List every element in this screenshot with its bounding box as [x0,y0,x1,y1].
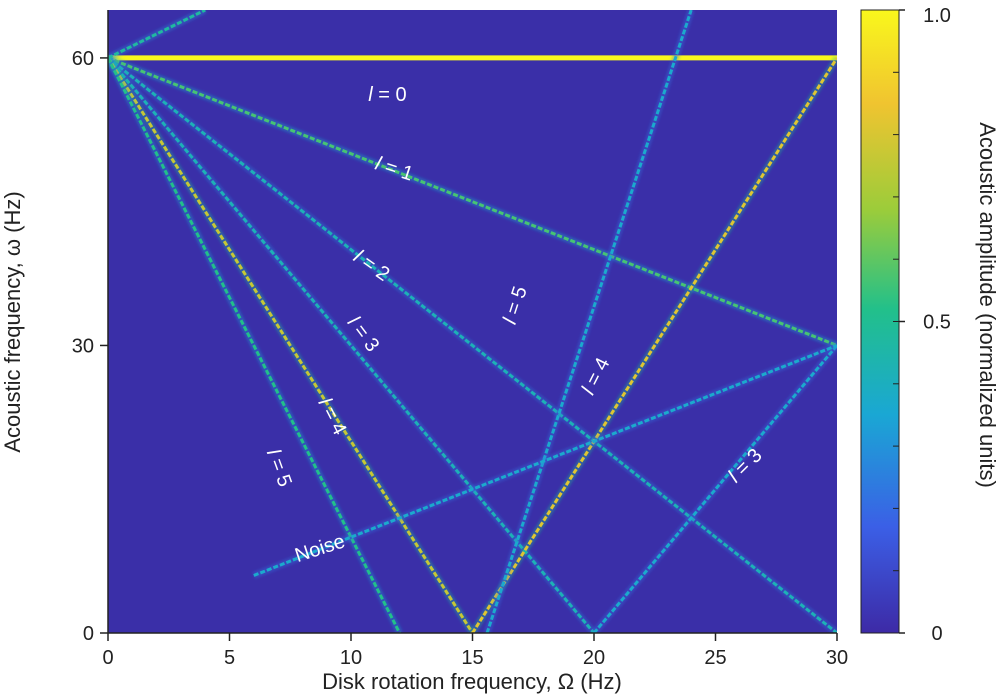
x-tick-label: 15 [461,647,483,669]
y-axis-title: Acoustic frequency, ω (Hz) [0,191,25,452]
spectral-line-10 [108,10,207,62]
colorbar-minor-ticks [893,9,899,634]
annotation-0: l = 0 [368,84,406,106]
annotation-8: l = 3 [724,444,767,487]
spectral-line-9 [252,342,837,579]
spectral-lines [108,10,837,633]
y-tick-label: 60 [72,48,94,70]
spectral-line-4 [108,56,476,633]
colorbar-title: Acoustic amplitude (normalized units) [975,122,1000,488]
colorbar-tick-label: 1.0 [923,5,951,27]
colorbar-ticks: 0 0.5 1.0 [899,5,951,645]
spectral-line-2 [108,55,837,633]
x-tick-label: 0 [102,647,113,669]
spectral-line-1 [108,54,837,349]
plot-background [108,10,837,633]
y-tick-label: 0 [83,623,94,645]
spectral-line-7 [483,10,695,633]
x-axis-title: Disk rotation frequency, Ω (Hz) [322,669,622,694]
colorbar-tick-label: 0 [931,623,942,645]
spectral-line-6 [469,56,837,633]
x-tick-label: 30 [826,647,848,669]
spectral-line-8 [591,343,837,633]
colorbar [860,9,900,634]
y-tick-label: 30 [72,335,94,357]
x-axis-ticks: 0 5 10 15 20 25 30 [102,633,848,669]
x-tick-label: 5 [224,647,235,669]
x-tick-label: 20 [583,647,605,669]
x-tick-label: 25 [704,647,726,669]
x-tick-label: 10 [340,647,362,669]
spectral-line-3 [108,55,597,633]
colorbar-tick-label: 0.5 [923,312,951,334]
y-axis-ticks: 0 30 60 [72,48,108,645]
